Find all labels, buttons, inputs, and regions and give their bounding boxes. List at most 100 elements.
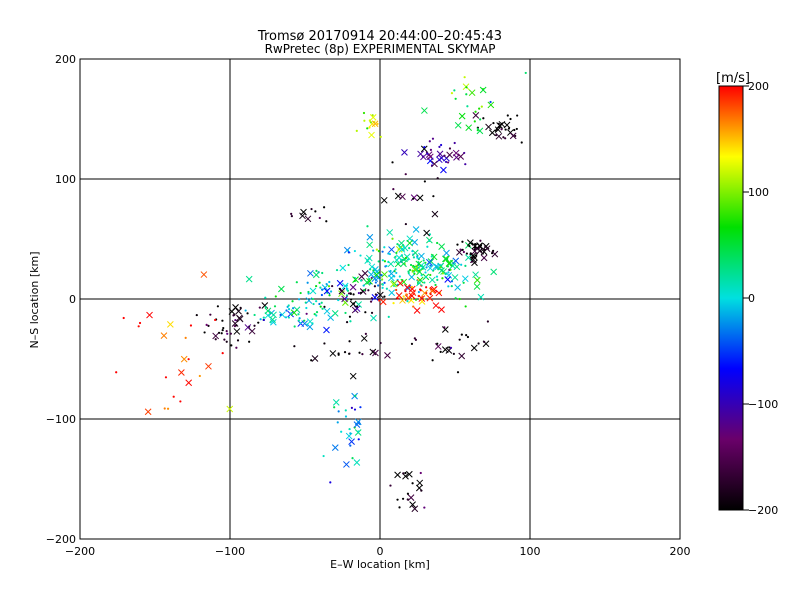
data-point [307,269,314,277]
data-point [444,272,447,276]
data-point [293,345,296,348]
data-point [412,305,415,308]
data-point [436,241,439,245]
data-point [504,128,507,131]
data-point [486,320,489,323]
data-point [437,268,440,271]
data-point [436,150,444,158]
data-point [388,252,391,256]
data-point [494,126,502,134]
y-tick-label: 100 [55,173,76,186]
data-point [375,248,378,251]
data-point [388,289,396,297]
data-point [377,250,381,253]
colorbar-ticks: −200 −100 0 100 200 [743,80,778,517]
data-point [305,312,308,315]
data-point [374,293,377,296]
data-point [411,482,414,485]
data-point [399,258,403,261]
data-point [318,302,321,306]
data-point [235,324,238,327]
data-point [404,222,407,226]
data-point [469,253,472,256]
data-point [357,291,360,295]
data-point [502,136,505,139]
data-point [313,313,316,316]
data-point [425,286,428,289]
data-point [396,279,404,287]
data-point [392,188,395,191]
data-point [368,131,375,139]
data-point [473,283,481,290]
data-point [389,484,392,487]
data-point [458,297,461,301]
data-point [245,275,253,283]
data-point [290,215,293,218]
data-point [404,256,408,260]
data-point [426,294,434,302]
y-axis-label: N–S location [km] [28,251,41,348]
data-point [419,288,422,291]
data-point [333,406,336,409]
data-point [318,216,321,220]
data-point [320,293,324,297]
data-point [236,339,240,342]
data-point [338,287,342,290]
data-point [325,282,328,286]
data-point [347,292,351,295]
data-point [461,275,469,283]
data-point [474,246,477,249]
data-point [513,128,516,132]
data-point [421,107,428,114]
data-point [431,160,438,168]
data-point [279,313,282,317]
data-point [262,316,265,319]
data-point [291,307,295,310]
data-point [262,318,265,322]
data-point [395,246,403,253]
data-point [432,195,435,198]
data-point [404,173,407,176]
data-point [413,337,416,340]
data-point [360,335,368,342]
data-point [416,279,423,287]
data-point [405,470,413,478]
data-point [297,319,300,322]
data-point [438,243,446,251]
data-point [461,240,464,243]
data-point [347,263,350,267]
data-point [322,206,326,209]
data-point [488,129,496,137]
data-point [412,226,420,233]
data-point [299,321,302,325]
data-point [436,342,439,345]
data-point [284,316,288,319]
data-point [443,249,450,257]
data-point [370,297,373,300]
data-point [454,121,462,129]
data-point [428,140,431,143]
data-point [424,276,427,279]
data-point [401,258,404,261]
data-point [323,326,330,334]
data-point [490,268,498,276]
data-point [413,307,421,314]
data-point [315,310,319,314]
data-point [345,321,349,324]
data-point [485,123,492,131]
data-point [441,272,444,275]
y-tick-label: 0 [69,293,76,306]
data-point [297,313,300,316]
data-point [456,249,463,256]
data-point [354,394,357,397]
data-point [446,257,449,261]
data-point [464,305,467,308]
data-point [239,306,242,309]
data-point [464,163,467,166]
data-point [428,287,436,295]
data-point [205,323,208,326]
data-point [387,260,395,268]
data-point [311,297,314,301]
data-point [321,271,324,275]
data-point [370,311,374,314]
